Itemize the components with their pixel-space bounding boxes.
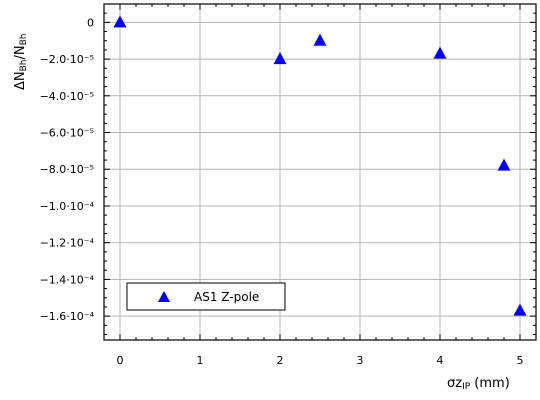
data-point-triangle	[433, 46, 447, 59]
data-point-triangle	[497, 158, 511, 171]
y-tick-label: −1.4·10⁻⁴	[40, 273, 95, 286]
x-axis-title-sub: IP	[462, 382, 471, 392]
data-point-triangle	[113, 15, 127, 28]
x-axis-title: σzIP (mm)	[447, 376, 510, 392]
y-tick-label: −1.2·10⁻⁴	[40, 237, 95, 250]
y-axis-title-mid: /N	[13, 45, 28, 59]
x-tick-label: 2	[277, 354, 284, 367]
x-tick-label: 1	[197, 354, 204, 367]
x-axis-title-main: σz	[447, 376, 462, 391]
y-tick-label: −1.0·10⁻⁴	[40, 200, 95, 213]
legend-box	[126, 282, 286, 311]
y-tick-label: −6.0·10⁻⁵	[40, 127, 94, 140]
x-tick-labels: 0 1 2 3 4 5	[117, 354, 524, 367]
x-tick-label: 3	[357, 354, 364, 367]
data-point-triangle	[313, 33, 327, 46]
y-tick-label: −1.6·10⁻⁴	[40, 310, 95, 323]
data-point-triangle	[273, 52, 287, 65]
x-tick-label: 5	[517, 354, 524, 367]
y-axis-title-sub1: Bh	[19, 59, 29, 71]
y-tick-label: −4.0·10⁻⁵	[40, 90, 94, 103]
y-axis-title: ΔNBh/NBh	[13, 33, 29, 90]
x-axis-title-unit: (mm)	[470, 376, 510, 391]
legend-marker-triangle	[158, 291, 170, 302]
y-tick-label: −2.0·10⁻⁵	[40, 53, 94, 66]
x-tick-label: 0	[117, 354, 124, 367]
y-axis-title-main: ΔN	[13, 71, 28, 90]
data-points	[113, 15, 527, 316]
legend-label: AS1 Z-pole	[194, 290, 259, 304]
y-tick-labels: 0 −2.0·10⁻⁵ −4.0·10⁻⁵ −6.0·10⁻⁵ −8.0·10⁻⁵ −1.…	[40, 16, 95, 323]
y-axis-title-sub2: Bh	[19, 33, 29, 45]
x-tick-label: 4	[437, 354, 444, 367]
data-point-triangle	[513, 303, 527, 316]
legend: AS1 Z-pole	[126, 282, 286, 311]
major-ticks	[104, 4, 536, 340]
grid	[104, 4, 536, 340]
plot-frame	[103, 3, 537, 341]
y-tick-label: −8.0·10⁻⁵	[40, 163, 94, 176]
y-tick-label: 0	[87, 16, 94, 29]
